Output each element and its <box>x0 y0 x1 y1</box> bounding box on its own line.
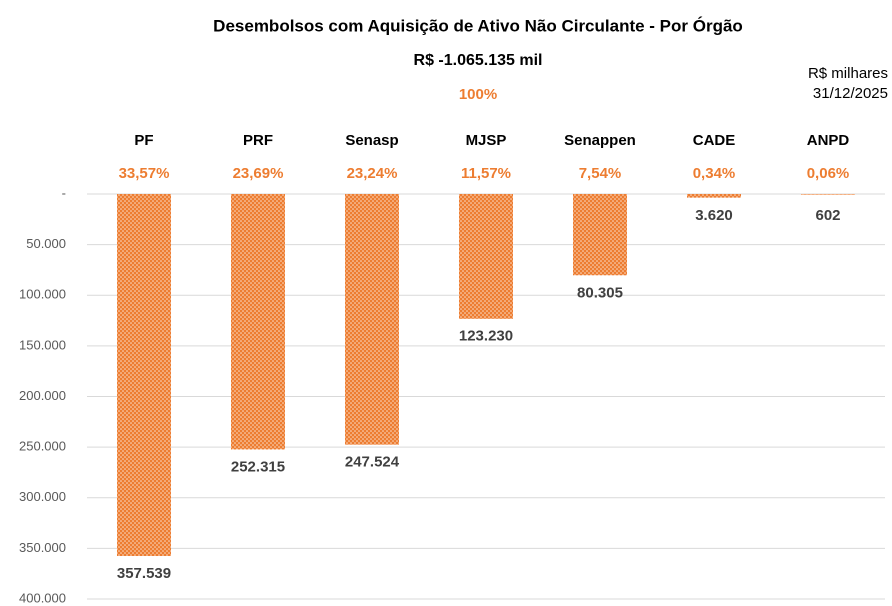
share-label: 0,06% <box>807 165 850 182</box>
unit-note: R$ milhares <box>808 65 888 82</box>
y-tick-label: - <box>62 185 66 200</box>
y-tick-label: 150.000 <box>19 337 66 352</box>
value-label: 602 <box>815 207 840 224</box>
share-label: 0,34% <box>693 165 736 182</box>
share-label: 11,57% <box>461 165 511 182</box>
category-label: ANPD <box>807 132 850 149</box>
bar <box>231 194 285 450</box>
value-label: 247.524 <box>345 454 400 471</box>
date: 31/12/2025 <box>813 85 888 102</box>
y-tick-label: 350.000 <box>19 540 66 555</box>
y-tick-label: 200.000 <box>19 388 66 403</box>
bar <box>459 194 513 319</box>
y-tick-label: 300.000 <box>19 489 66 504</box>
bar <box>687 194 741 198</box>
bar <box>573 194 627 276</box>
share-label: 23,69% <box>233 165 284 182</box>
category-label: Senappen <box>564 132 636 149</box>
value-label: 252.315 <box>231 458 285 475</box>
category-label: PF <box>134 132 153 149</box>
y-tick-label: 400.000 <box>19 590 66 605</box>
share-label: 7,54% <box>579 165 622 182</box>
category-label: MJSP <box>466 132 507 149</box>
bar <box>345 194 399 445</box>
share-label: 33,57% <box>119 165 170 182</box>
value-label: 3.620 <box>695 207 733 224</box>
y-tick-label: 100.000 <box>19 287 66 302</box>
category-label: Senasp <box>345 132 398 149</box>
share-label: 23,24% <box>347 165 398 182</box>
y-tick-label: 50.000 <box>26 236 66 251</box>
value-label: 357.539 <box>117 565 171 582</box>
y-tick-label: 250.000 <box>19 439 66 454</box>
value-label: 123.230 <box>459 328 513 345</box>
bar <box>117 194 171 557</box>
total-share: 100% <box>459 86 497 103</box>
chart-title: Desembolsos com Aquisição de Ativo Não C… <box>213 16 743 35</box>
bar <box>801 194 855 195</box>
category-label: CADE <box>693 132 736 149</box>
value-label: 80.305 <box>577 284 623 301</box>
chart-subtitle: R$ -1.065.135 mil <box>414 52 543 69</box>
category-label: PRF <box>243 132 273 149</box>
